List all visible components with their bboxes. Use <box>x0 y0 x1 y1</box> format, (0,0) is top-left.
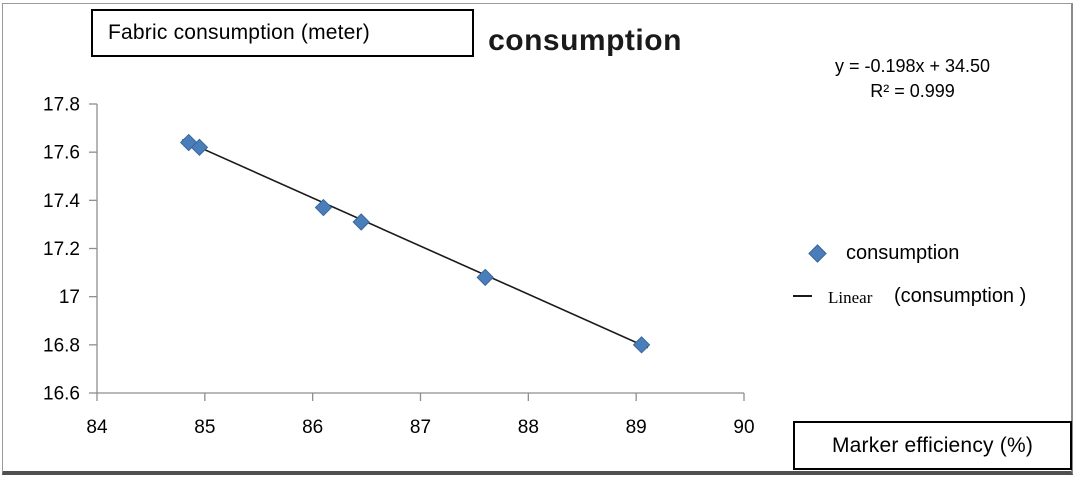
data-point-marker <box>632 336 651 354</box>
legend-trendline-icon <box>793 295 812 297</box>
r-squared-value: R² = 0.999 <box>870 81 955 101</box>
x-tick-label: 90 <box>733 417 754 438</box>
data-point-marker <box>476 268 494 287</box>
x-tick-label: 89 <box>626 417 647 438</box>
data-point-marker <box>352 213 370 231</box>
picture-border <box>2 3 1073 475</box>
trendline-annotation: y = -0.198x + 34.50 R² = 0.999 <box>795 54 1030 104</box>
x-axis-title: Marker efficiency (%) <box>831 433 1034 457</box>
x-tick-label: 87 <box>410 417 431 438</box>
chart-title: consumption <box>488 24 682 57</box>
y-tick-label: 16.8 <box>43 335 80 356</box>
y-tick-label: 17 <box>59 287 80 308</box>
legend-linear-label: Linear <box>828 288 873 307</box>
x-tick-label: 86 <box>302 417 323 438</box>
x-tick-label: 88 <box>518 417 539 438</box>
x-tick-label: 85 <box>194 417 215 438</box>
y-tick-label: 17.8 <box>43 95 80 116</box>
y-tick-label: 17.6 <box>43 143 80 164</box>
x-tick-label: 84 <box>86 417 108 438</box>
y-axis-title: Fabric consumption (meter) <box>108 21 370 44</box>
trendline-equation: y = -0.198x + 34.50 <box>834 56 991 76</box>
y-tick-label: 16.6 <box>43 384 80 405</box>
y-axis-title-box: Fabric consumption (meter) <box>91 9 474 57</box>
x-axis-title-box: Marker efficiency (%) <box>793 421 1072 470</box>
y-tick-label: 17.4 <box>43 191 80 212</box>
data-point-marker <box>314 198 333 217</box>
trendline <box>181 138 649 349</box>
legend-series-label: consumption <box>846 242 960 264</box>
data-point-marker <box>190 138 209 157</box>
legend-trend-series-label: (consumption ) <box>894 285 1027 307</box>
y-tick-label: 17.2 <box>43 239 80 260</box>
